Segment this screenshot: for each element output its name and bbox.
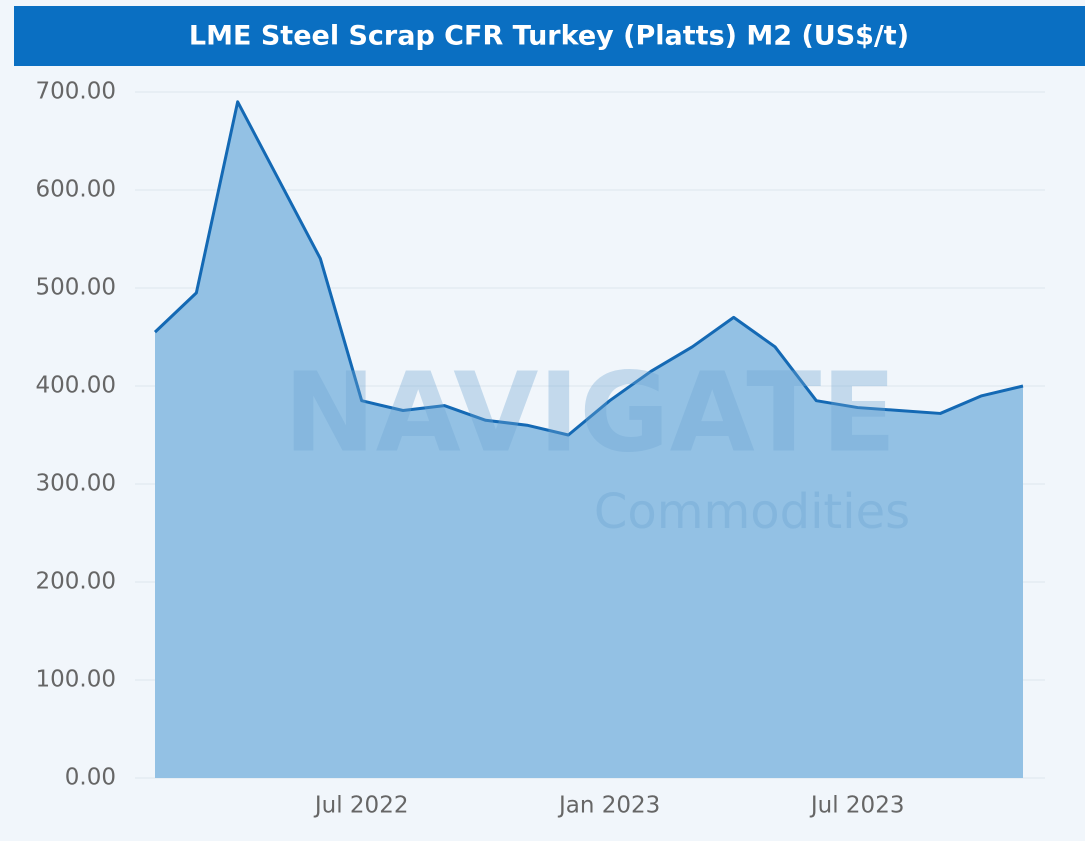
y-tick-label: 100.00 <box>36 667 116 693</box>
title-bar <box>14 6 1085 66</box>
y-tick-label: 0.00 <box>65 765 116 791</box>
x-tick-label: Jul 2022 <box>313 793 409 819</box>
y-tick-label: 300.00 <box>36 471 116 497</box>
area <box>155 101 1023 779</box>
y-tick-label: 600.00 <box>36 177 116 203</box>
watermark: Commodities <box>594 484 910 540</box>
x-tick-label: Jan 2023 <box>557 793 660 819</box>
y-tick-label: 400.00 <box>36 373 116 399</box>
y-tick-label: 700.00 <box>36 79 116 105</box>
y-tick-label: 200.00 <box>36 569 116 595</box>
chart-title: LME Steel Scrap CFR Turkey (Platts) M2 (… <box>189 21 909 52</box>
line <box>153 100 1024 437</box>
x-tick-label: Jul 2023 <box>809 793 905 819</box>
y-tick-label: 500.00 <box>36 275 116 301</box>
watermark: NAVIGATE <box>284 348 897 476</box>
